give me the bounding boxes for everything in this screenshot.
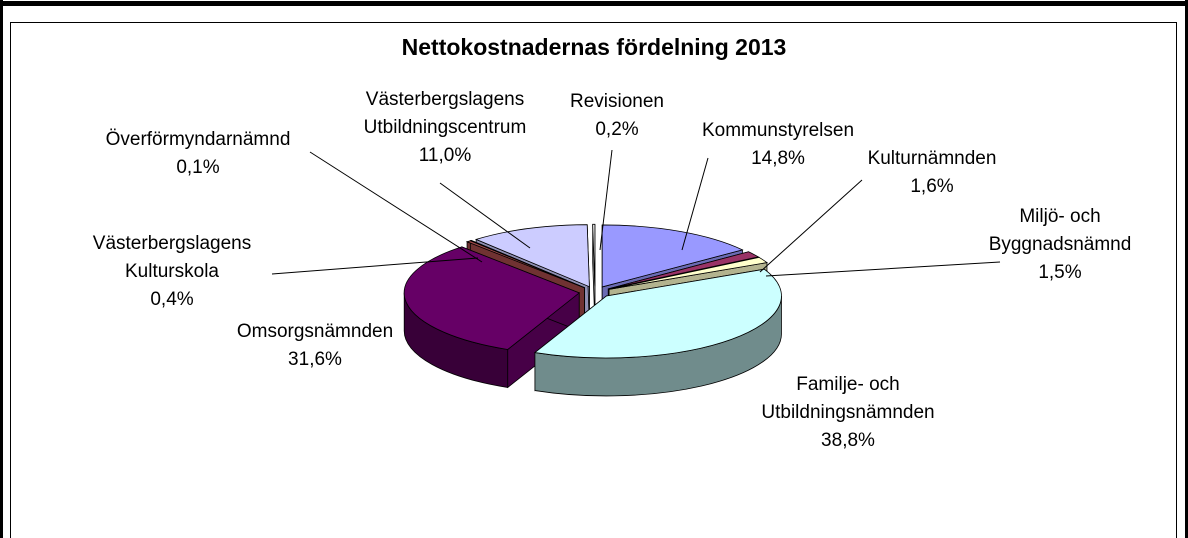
category-label: Familje- och Utbildningsnämnden	[761, 374, 935, 423]
right-border	[1185, 0, 1188, 538]
leader-line	[759, 179, 863, 273]
category-label: Västerbergslagens Utbildningscentrum	[363, 89, 527, 138]
value-label: 14,8%	[751, 148, 805, 169]
slice	[592, 223, 596, 287]
slice-label: Familje- och Utbildningsnämnden 38,8%	[761, 371, 934, 455]
leader-line	[439, 182, 531, 249]
top-border	[1, 1, 1187, 6]
left-border	[0, 0, 3, 538]
slice-label: Överförmyndarnämnd 0,1%	[106, 126, 291, 182]
value-label: 1,6%	[910, 176, 954, 197]
slice	[608, 251, 760, 290]
value-label: 11,0%	[418, 145, 472, 166]
slice	[465, 240, 585, 289]
leader-line	[599, 149, 613, 251]
slice-label: Västerbergslagens Utbildningscentrum 11,0…	[364, 86, 527, 170]
slice-label: Omsorgsnämnden 31,6%	[237, 318, 393, 374]
slice-label: Västerbergslagens Kulturskola 0,4%	[93, 230, 251, 314]
slice-label: Miljö- och Byggnadsnämnd 1,5%	[989, 203, 1132, 287]
slice	[609, 256, 768, 290]
value-label: 38,8%	[821, 430, 875, 451]
leader-line	[681, 157, 709, 251]
category-label: Överförmyndarnämnd	[105, 129, 291, 150]
slice	[403, 246, 580, 350]
slice	[601, 224, 744, 288]
value-label: 31,6%	[288, 349, 342, 370]
chart-title: Nettokostnadernas fördelning 2013	[401, 34, 787, 60]
slice-label: Kulturnämnden 1,6%	[868, 145, 997, 201]
value-label: 1,5%	[1038, 262, 1082, 283]
category-label: Västerbergslagens Kulturskola	[92, 233, 252, 282]
value-label: 0,4%	[150, 289, 194, 310]
leader-line	[309, 151, 483, 263]
chart-frame	[10, 22, 1177, 538]
category-label: Kommunstyrelsen	[701, 120, 855, 141]
category-label: Revisionen	[570, 91, 664, 112]
category-label: Kulturnämnden	[867, 148, 997, 169]
category-label: Omsorgsnämnden	[236, 321, 394, 342]
leader-line	[271, 257, 479, 275]
slice	[533, 268, 782, 359]
slice-label: Revisionen 0,2%	[570, 88, 664, 144]
leader-line	[765, 261, 1001, 277]
value-label: 0,2%	[595, 119, 639, 140]
category-label: Miljö- och Byggnadsnämnd	[988, 206, 1132, 255]
slice-label: Kommunstyrelsen 14,8%	[702, 117, 854, 173]
value-label: 0,1%	[176, 157, 220, 178]
slice	[474, 224, 590, 288]
